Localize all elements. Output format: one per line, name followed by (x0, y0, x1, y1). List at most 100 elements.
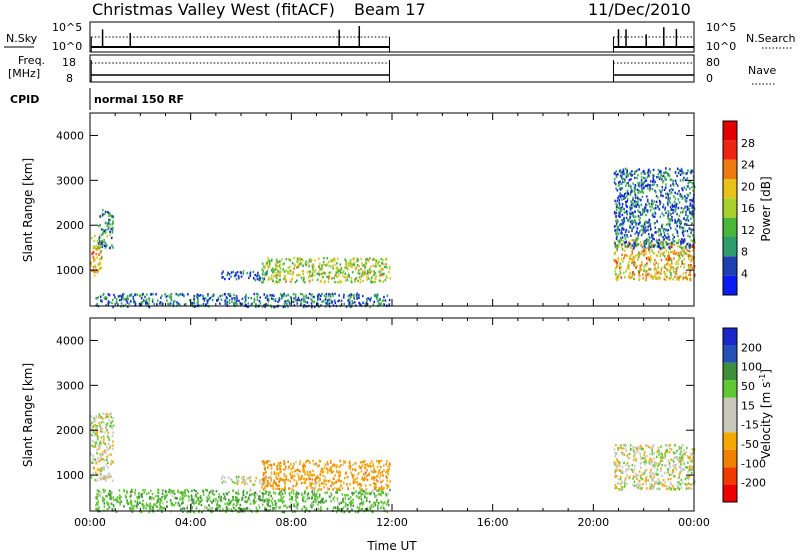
velocity-data-point (235, 477, 238, 480)
velocity-data-point (626, 454, 629, 457)
power-data-point (281, 293, 283, 297)
velocity-data-point (95, 507, 97, 511)
velocity-data-point (297, 475, 300, 479)
power-data-point (90, 264, 92, 267)
velocity-data-point (333, 477, 335, 480)
power-data-point (285, 280, 287, 283)
power-data-point (264, 272, 267, 275)
velocity-data-point (346, 503, 349, 507)
power-data-point (675, 182, 678, 185)
power-data-point (107, 293, 110, 296)
power-data-point (660, 243, 663, 246)
velocity-data-point (639, 448, 641, 451)
velocity-data-point (103, 502, 106, 505)
power-data-point (255, 303, 257, 306)
velocity-data-point (658, 487, 661, 491)
velocity-data-point (109, 474, 112, 478)
power-data-point (651, 275, 653, 279)
power-data-point (621, 170, 624, 174)
power-data-point (282, 295, 285, 298)
velocity-data-point (629, 475, 631, 479)
power-data-point (228, 277, 231, 281)
power-data-point (681, 246, 683, 250)
velocity-data-point (650, 487, 653, 491)
power-data-point (683, 266, 685, 269)
power-data-point (621, 205, 624, 209)
velocity-data-point (281, 487, 283, 491)
power-data-point (639, 211, 642, 214)
velocity-colorbar-label: Velocity [m s-1] (758, 369, 773, 459)
velocity-data-point (100, 429, 103, 433)
power-data-point (643, 223, 646, 226)
power-data-point (308, 292, 311, 296)
velocity-data-point (277, 499, 280, 503)
power-data-point (617, 196, 619, 200)
velocity-data-point (369, 492, 372, 496)
power-data-point (148, 302, 150, 305)
power-data-point (166, 299, 168, 302)
power-data-point (656, 196, 659, 199)
power-data-point (333, 263, 336, 266)
velocity-data-point (356, 495, 359, 499)
velocity-data-point (648, 459, 651, 463)
velocity-data-point (354, 478, 357, 481)
power-data-point (287, 293, 289, 297)
velocity-data-point (314, 486, 317, 489)
velocity-data-point (232, 489, 234, 493)
velocity-data-point (633, 455, 635, 458)
velocity-data-point (290, 476, 293, 480)
velocity-data-point (627, 476, 630, 479)
velocity-data-point (159, 505, 162, 508)
power-data-point (385, 266, 388, 269)
velocity-data-point (664, 452, 666, 456)
velocity-data-point (653, 475, 655, 479)
power-data-point (615, 215, 617, 219)
velocity-data-point (284, 504, 287, 507)
velocity-data-point (356, 473, 359, 476)
velocity-data-point (635, 485, 638, 488)
velocity-data-point (343, 510, 346, 514)
power-data-point (172, 300, 175, 304)
power-data-point (644, 227, 647, 230)
velocity-data-point (300, 481, 303, 485)
power-data-point (675, 269, 678, 272)
velocity-data-point (181, 507, 184, 510)
velocity-data-point (284, 491, 287, 495)
velocity-data-point (621, 471, 624, 474)
velocity-data-point (621, 470, 624, 473)
power-data-point (651, 235, 653, 239)
velocity-data-point (92, 466, 94, 469)
power-data-point (212, 293, 215, 296)
power-data-point (286, 270, 289, 274)
power-data-point (633, 170, 636, 174)
power-data-point (615, 276, 618, 279)
power-data-point (313, 274, 315, 277)
velocity-data-point (377, 507, 379, 510)
velocity-data-point (632, 470, 634, 474)
power-data-point (386, 294, 389, 297)
nave-tick-top: 80 (706, 56, 720, 69)
velocity-data-point (181, 493, 184, 497)
power-data-point (648, 243, 651, 247)
velocity-data-point (291, 471, 294, 474)
power-data-point (351, 265, 353, 269)
velocity-data-point (169, 489, 172, 492)
power-data-point (646, 221, 649, 224)
power-data-point (673, 257, 675, 260)
velocity-data-point (614, 475, 617, 478)
power-data-point (661, 178, 663, 181)
velocity-data-point (264, 468, 266, 471)
power-data-point (640, 224, 643, 228)
nsky-trace (90, 26, 695, 52)
velocity-data-point (101, 477, 104, 481)
power-data-point (235, 294, 238, 298)
velocity-data-point (224, 480, 227, 484)
power-data-point (677, 234, 679, 238)
velocity-data-point (134, 500, 137, 503)
power-data-point (291, 277, 294, 281)
velocity-data-point (646, 487, 648, 490)
power-data-point (644, 248, 647, 251)
power-data-point (384, 299, 387, 302)
velocity-data-point (625, 463, 627, 466)
power-data-point (618, 240, 620, 243)
